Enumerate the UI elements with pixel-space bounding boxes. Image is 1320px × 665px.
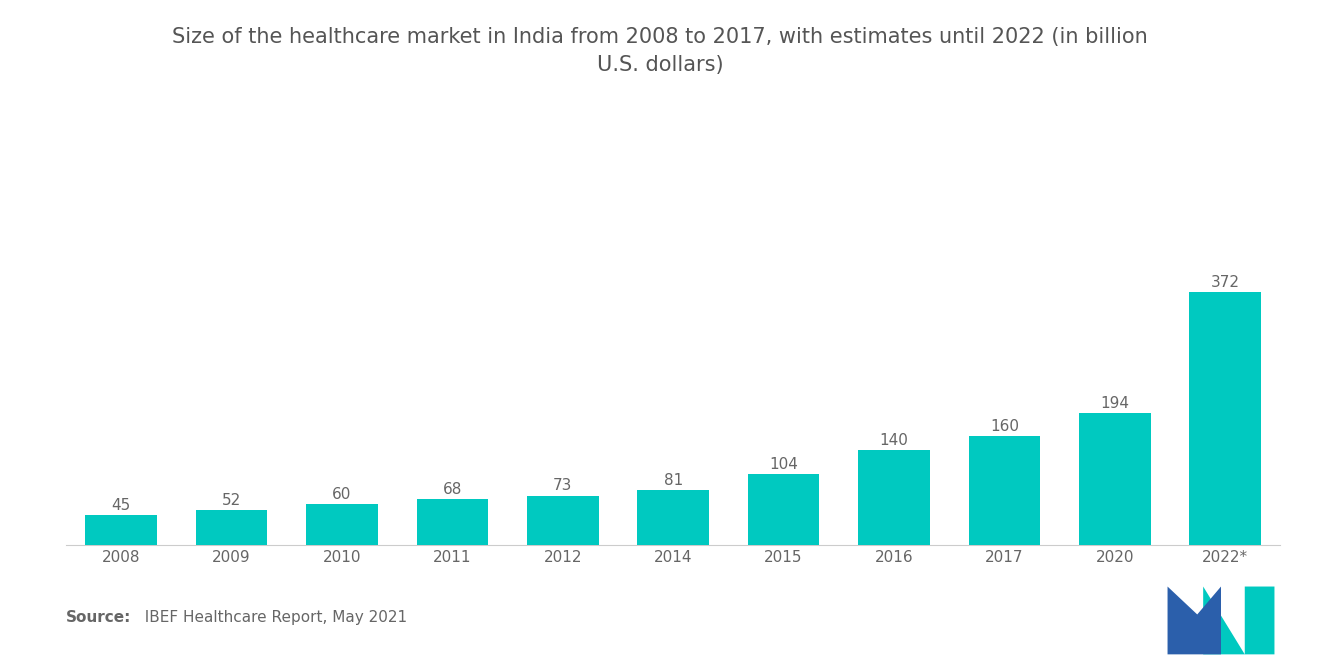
Text: Size of the healthcare market in India from 2008 to 2017, with estimates until 2: Size of the healthcare market in India f…: [172, 27, 1148, 74]
Text: 60: 60: [333, 487, 351, 502]
Bar: [195, 510, 268, 545]
Bar: [638, 490, 709, 545]
Bar: [417, 499, 488, 545]
Text: 160: 160: [990, 419, 1019, 434]
Bar: [747, 474, 820, 545]
Bar: [969, 436, 1040, 545]
Text: 104: 104: [770, 458, 799, 472]
Text: 45: 45: [112, 497, 131, 513]
Bar: [86, 515, 157, 545]
Bar: [1189, 292, 1261, 545]
Text: Source:: Source:: [66, 610, 132, 625]
Text: 372: 372: [1210, 275, 1239, 290]
Text: 194: 194: [1101, 396, 1130, 411]
Text: IBEF Healthcare Report, May 2021: IBEF Healthcare Report, May 2021: [135, 610, 407, 625]
Bar: [1078, 413, 1151, 545]
Bar: [858, 450, 929, 545]
Polygon shape: [1203, 587, 1274, 654]
Bar: [306, 504, 378, 545]
Bar: [527, 495, 599, 545]
Text: 52: 52: [222, 493, 242, 508]
Text: 68: 68: [442, 482, 462, 497]
Text: 73: 73: [553, 479, 573, 493]
Text: 81: 81: [664, 473, 682, 488]
Text: 140: 140: [879, 433, 908, 448]
Polygon shape: [1167, 587, 1221, 654]
